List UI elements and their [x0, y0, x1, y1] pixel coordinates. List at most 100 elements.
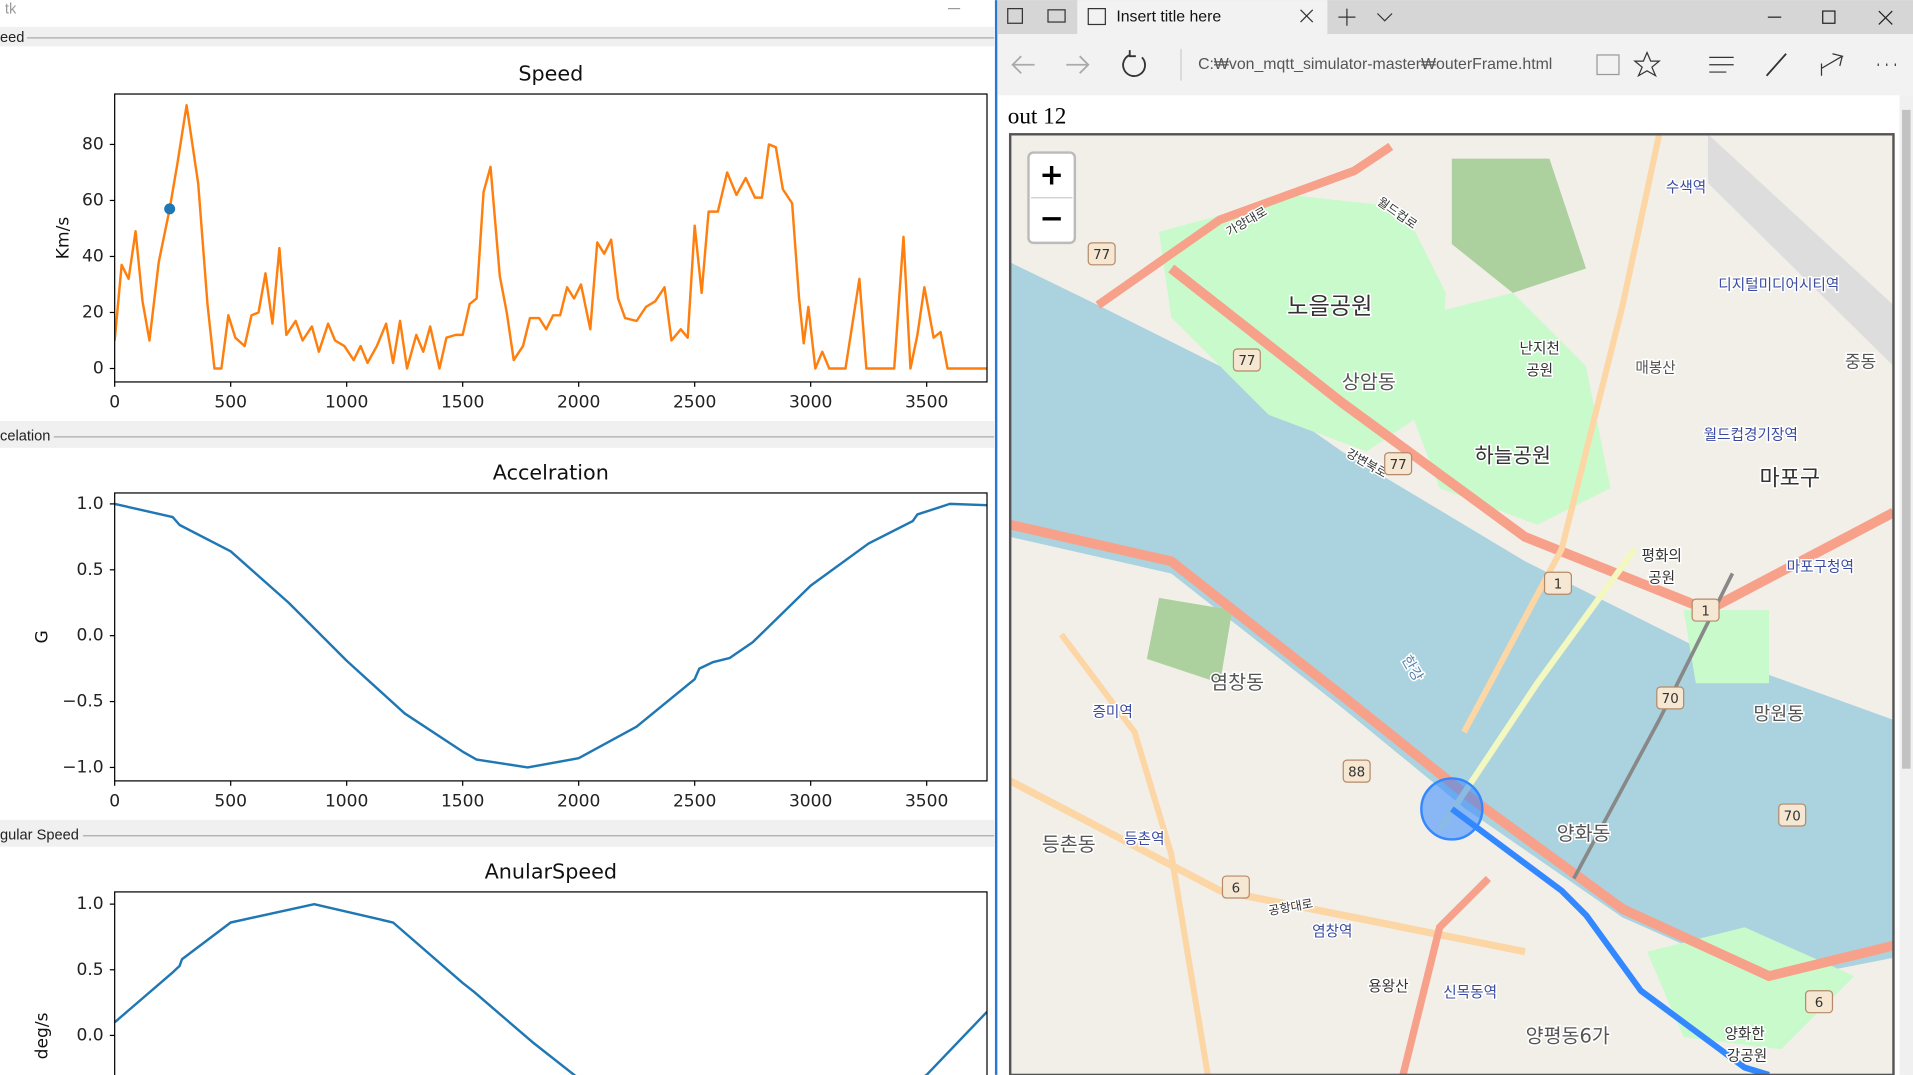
- road: [1399, 875, 1492, 1075]
- chart-title: Speed: [518, 62, 583, 86]
- plot-frame: [114, 492, 988, 782]
- favorite[interactable]: [1633, 50, 1661, 78]
- road-shield: [1691, 598, 1720, 622]
- x-tick-label: 3500: [905, 792, 948, 812]
- y-tick-label: 0: [93, 359, 104, 379]
- tab-icon[interactable]: [1047, 9, 1066, 23]
- x-tick-label: 1500: [441, 393, 484, 413]
- url[interactable]: C:₩von_mqtt_simulator-master₩outerFrame.…: [1198, 56, 1552, 73]
- road: [1010, 777, 1526, 956]
- map-label: 상암동: [1342, 371, 1396, 394]
- x-tick-label: 0: [109, 792, 120, 812]
- x-tick-label: 2500: [673, 792, 716, 812]
- y-axis-label: Km/s: [53, 217, 73, 260]
- position-marker[interactable]: [1420, 777, 1484, 841]
- bridge: [1437, 547, 1638, 832]
- zoom-out[interactable]: −: [1039, 201, 1064, 235]
- y-tick-label: 60: [82, 190, 104, 210]
- map-label: 강공원: [1727, 1048, 1767, 1065]
- zoom-in[interactable]: +: [1039, 157, 1064, 191]
- reading-view[interactable]: [1596, 54, 1620, 76]
- x-tick-label: 0: [109, 393, 120, 413]
- road-shield: [1342, 759, 1371, 783]
- x-tick-label: 3000: [789, 393, 832, 413]
- map-label: 양화동: [1557, 822, 1611, 845]
- maximize-button[interactable]: [1822, 10, 1836, 24]
- y-tick-label: 0.0: [77, 626, 104, 646]
- y-tick-label: 80: [82, 134, 104, 154]
- road-shield: [1221, 875, 1250, 899]
- map-label: 매봉산: [1635, 360, 1675, 377]
- park: [1146, 597, 1233, 684]
- road: [1168, 264, 1894, 616]
- x-tick-label: 500: [214, 792, 247, 812]
- notes[interactable]: [1765, 53, 1787, 77]
- map-label: 월드컵경기장역: [1704, 427, 1798, 444]
- current-point: [164, 203, 176, 215]
- map-label: 공원: [1648, 569, 1675, 586]
- y-axis-label: G: [33, 630, 53, 643]
- map-label: 등촌동: [1042, 833, 1096, 856]
- road-number: 70: [1784, 809, 1801, 824]
- plot-area: [114, 902, 988, 1075]
- tk-title: tk: [5, 2, 17, 18]
- road-number: 70: [1662, 692, 1679, 707]
- river: [1010, 262, 1894, 983]
- map-label: 등촌역: [1124, 830, 1164, 847]
- x-tick-label: 3500: [905, 393, 948, 413]
- road-number: 77: [1390, 458, 1407, 473]
- rail-yard: [1708, 134, 1894, 367]
- tab-list[interactable]: [1376, 13, 1393, 22]
- refresh-button[interactable]: [1122, 50, 1146, 77]
- chart-title: AnularSpeed: [485, 859, 617, 883]
- map-label: 양화한: [1724, 1026, 1764, 1043]
- close-tab[interactable]: [1300, 9, 1314, 23]
- road-number: 1: [1554, 577, 1563, 592]
- map-label: 노을공원: [1287, 293, 1372, 320]
- map-label: 난지천: [1519, 340, 1559, 357]
- x-tick-label: 1000: [325, 792, 368, 812]
- map-label: 디지털미디어시티역: [1718, 277, 1839, 294]
- data-line: [114, 902, 988, 1075]
- scroll-thumb[interactable]: [1902, 109, 1911, 769]
- road: [1058, 632, 1211, 1075]
- road-shield: [1087, 242, 1116, 266]
- road-shield: [1656, 686, 1685, 710]
- forward-button[interactable]: [1066, 55, 1090, 74]
- road-shield: [1232, 348, 1261, 372]
- map-label: 증미역: [1092, 704, 1132, 721]
- page-icon: [1087, 8, 1106, 26]
- map-label: 마포구: [1759, 467, 1820, 492]
- section-label: celation: [0, 429, 50, 445]
- bridge: [1572, 572, 1735, 880]
- map-label: 마포구청역: [1787, 558, 1854, 575]
- close-button[interactable]: [1878, 10, 1893, 25]
- plot-frame: [114, 891, 988, 1075]
- tk-title-bar: [0, 0, 995, 27]
- road: [1461, 134, 1663, 734]
- road-shield: [1778, 803, 1807, 827]
- share[interactable]: [1820, 53, 1844, 76]
- tab-icon[interactable]: [1007, 8, 1023, 24]
- figure-bg: [0, 447, 995, 820]
- road-number: 6: [1815, 996, 1824, 1011]
- park: [1159, 195, 1446, 452]
- map-label: 염창역: [1312, 923, 1352, 940]
- charts: Speed Km/s 0 500 1000 1500 2000 2500 3000 3500 0 20…: [33, 62, 988, 1075]
- new-tab[interactable]: [1338, 8, 1356, 26]
- map-label: 양평동6가: [1526, 1025, 1610, 1048]
- hub[interactable]: [1709, 56, 1734, 73]
- back-button[interactable]: [1011, 55, 1035, 74]
- road-shield: [1543, 571, 1573, 595]
- park: [1451, 158, 1587, 293]
- x-tick-label: 2500: [673, 393, 716, 413]
- y-tick-label: 0.0: [77, 1025, 104, 1045]
- x-tick-label: 2000: [557, 792, 600, 812]
- y-axis-label: deg/s: [33, 1012, 53, 1059]
- tab-title[interactable]: Insert title here: [1116, 8, 1221, 25]
- route[interactable]: [1450, 806, 1770, 1075]
- active-tab[interactable]: [1077, 0, 1328, 35]
- map-label: 평화의: [1641, 547, 1681, 564]
